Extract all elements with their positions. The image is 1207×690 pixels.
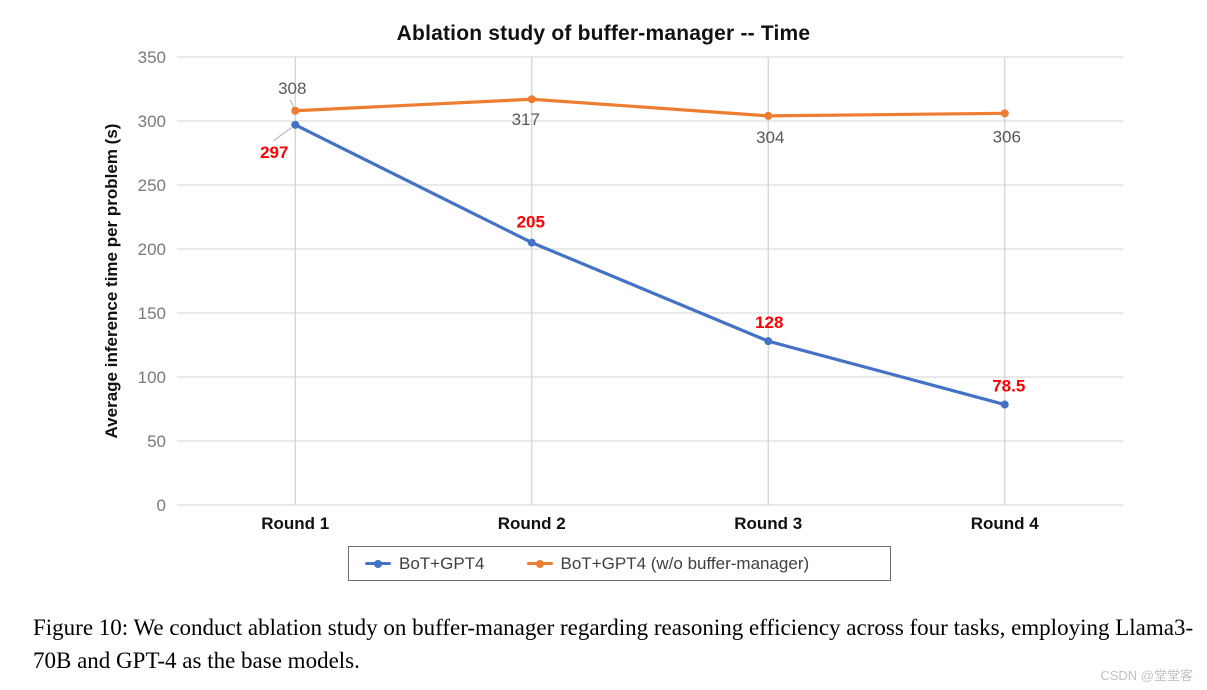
series-line — [293, 97, 1007, 118]
data-point-marker — [764, 111, 773, 120]
data-point-label: 308 — [278, 79, 306, 98]
x-axis-label: Round 1 — [261, 514, 329, 533]
y-tick-label: 50 — [147, 432, 166, 451]
chart-legend: BoT+GPT4 BoT+GPT4 (w/o buffer-manager) — [348, 546, 891, 581]
y-tick-label: 0 — [157, 496, 166, 515]
data-point-marker — [527, 95, 536, 104]
data-point-label: 297 — [260, 143, 288, 162]
y-tick-label: 100 — [138, 368, 166, 387]
data-point-marker — [1000, 400, 1009, 409]
plot-area: 0 50 100 150 200 250 300 350 Round 1 Round 2 Round… — [138, 48, 1123, 533]
x-axis-label: Round 2 — [498, 514, 566, 533]
legend-label: BoT+GPT4 (w/o buffer-manager) — [560, 553, 810, 573]
data-point-label: 78.5 — [992, 377, 1025, 396]
legend-line-marker-icon — [365, 559, 391, 568]
data-point-marker — [527, 238, 536, 247]
legend-item: BoT+GPT4 — [365, 554, 485, 574]
y-tick-label: 250 — [138, 176, 166, 195]
figure-caption: Figure 10: We conduct ablation study on … — [33, 615, 1194, 673]
data-point-marker — [1000, 109, 1009, 118]
chart-title: Ablation study of buffer-manager -- Time — [396, 22, 811, 45]
y-tick-label: 350 — [138, 48, 166, 67]
legend-label: BoT+GPT4 — [399, 553, 485, 573]
data-point-marker — [764, 337, 773, 346]
legend-marker-dot — [374, 559, 382, 568]
y-tick-label: 200 — [138, 240, 166, 259]
legend-line-marker-icon — [526, 559, 553, 568]
data-point-marker — [291, 120, 300, 129]
data-point-label: 304 — [756, 128, 784, 147]
legend-marker-dot — [535, 559, 544, 568]
y-tick-label: 150 — [138, 304, 166, 323]
watermark: CSDN @堂堂客 — [1100, 668, 1193, 683]
x-axis-label: Round 3 — [734, 514, 802, 533]
data-point-label: 317 — [512, 110, 540, 129]
series-line — [293, 123, 1007, 407]
line-chart: Ablation study of buffer-manager -- Time… — [102, 22, 1123, 581]
data-point-label: 128 — [755, 313, 783, 332]
y-tick-label: 300 — [138, 112, 166, 131]
x-axis-label: Round 4 — [971, 514, 1040, 533]
data-point-label: 306 — [993, 127, 1021, 146]
data-point-label: 205 — [517, 213, 545, 232]
data-point-marker — [291, 106, 300, 115]
label-leader-line — [272, 127, 292, 142]
legend-item: BoT+GPT4 (w/o buffer-manager) — [526, 553, 810, 574]
